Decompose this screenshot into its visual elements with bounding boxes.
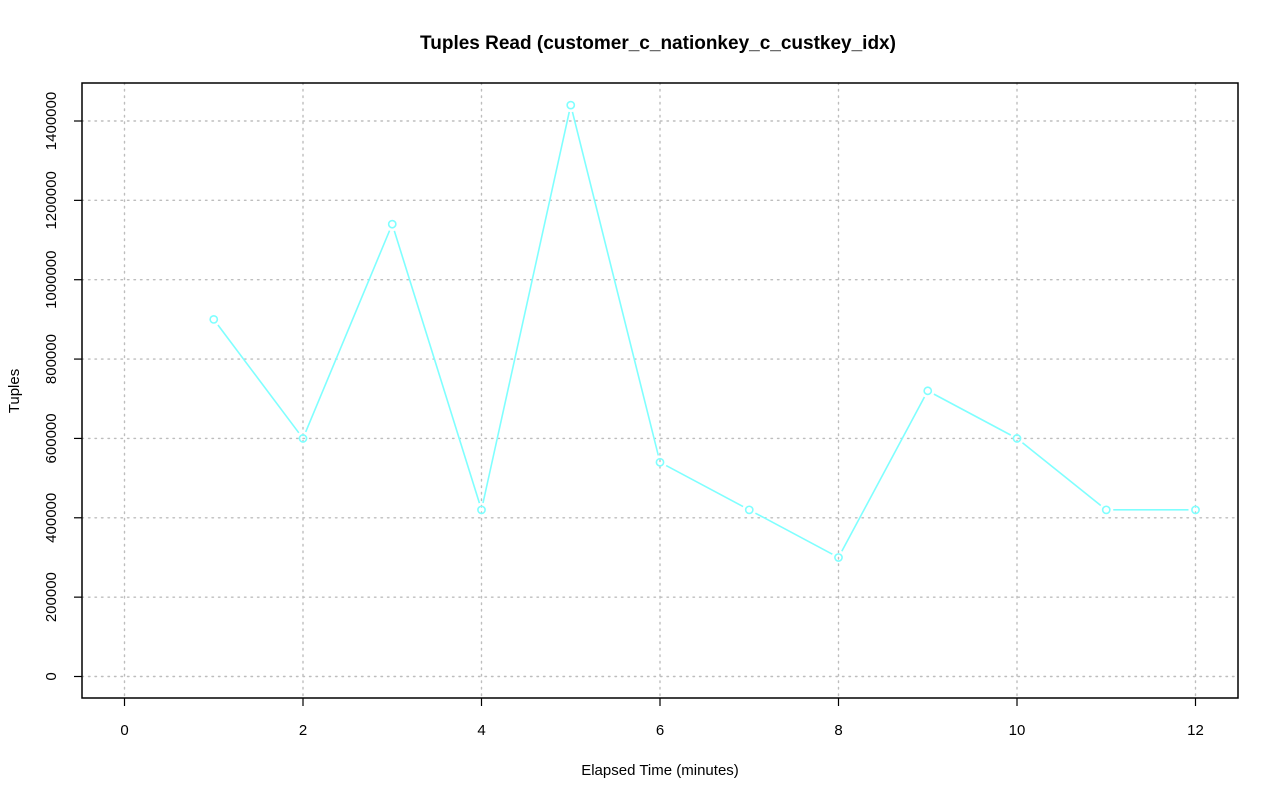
series-line-segment	[482, 111, 571, 504]
series-line-segment	[1021, 442, 1102, 507]
data-point-marker	[387, 219, 397, 229]
y-tick-label: 600000	[43, 413, 60, 463]
data-point-marker	[477, 505, 486, 515]
data-point-marker	[923, 386, 933, 396]
y-tick-label: 1000000	[43, 251, 60, 309]
chart-title: Tuples Read (customer_c_nationkey_c_cust…	[420, 33, 896, 54]
data-point-marker	[1101, 505, 1111, 515]
x-tick-label: 0	[120, 722, 128, 739]
x-axis-label: Elapsed Time (minutes)	[581, 762, 739, 779]
data-point-marker	[1191, 505, 1200, 515]
series-line-segment	[665, 464, 744, 508]
series-line-segment	[304, 230, 391, 433]
x-tick-label: 12	[1187, 722, 1204, 739]
y-tick-label: 1400000	[43, 92, 60, 150]
x-tick-label: 2	[299, 722, 307, 739]
y-tick-label: 800000	[43, 334, 60, 384]
x-tick-label: 4	[477, 722, 485, 739]
y-tick-label: 0	[43, 672, 60, 680]
series-line-segment	[571, 111, 660, 456]
data-point-marker	[834, 553, 843, 562]
series-line-segment	[755, 512, 833, 555]
series-line-segment	[841, 396, 926, 552]
data-point-marker	[209, 314, 219, 324]
y-tick-label: 1200000	[43, 171, 60, 229]
data-point-marker	[566, 100, 576, 110]
axes: 0 2 4 6 8 10 12 0 200000 400000 600000 800000 100000…	[43, 92, 1204, 739]
plot-frame	[81, 82, 1239, 699]
x-tick-label: 6	[656, 722, 664, 739]
series-line-segment	[217, 324, 300, 434]
y-tick-label: 200000	[43, 572, 60, 622]
x-tick-label: 8	[834, 722, 842, 739]
data-point-marker	[655, 457, 665, 467]
data-point-marker	[1012, 434, 1022, 443]
series-line-segment	[933, 393, 1012, 436]
y-axis-label: Tuples	[6, 369, 23, 413]
data-point-marker	[298, 434, 308, 443]
data-point-marker	[744, 505, 754, 515]
y-tick-label: 400000	[43, 493, 60, 543]
series-line-segment	[393, 230, 481, 504]
grid-lines	[81, 82, 1239, 699]
series-layer	[209, 100, 1200, 562]
x-tick-label: 10	[1009, 722, 1026, 739]
